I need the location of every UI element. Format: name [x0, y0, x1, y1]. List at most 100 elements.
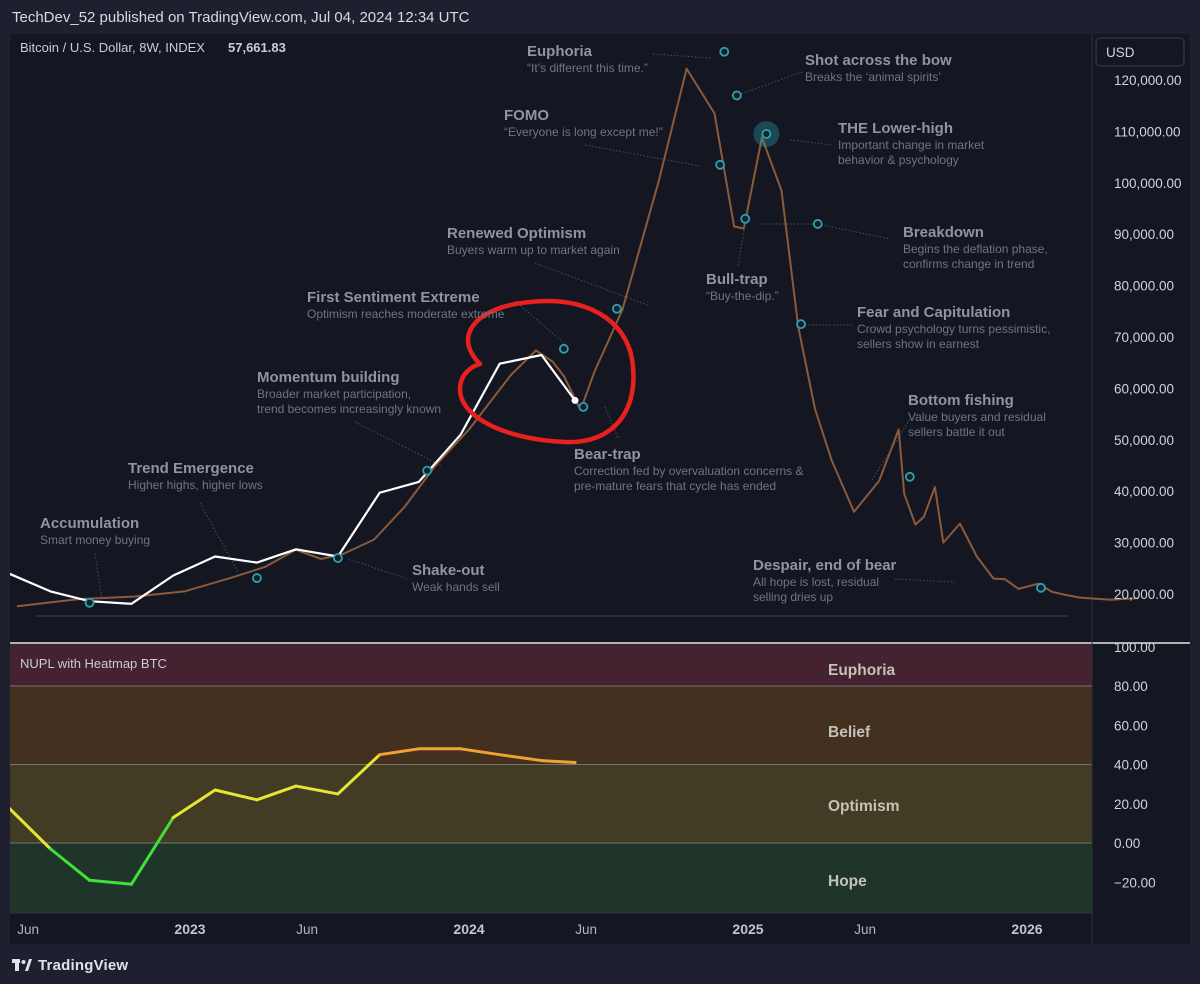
nupl-title: NUPL with Heatmap BTC: [20, 656, 167, 671]
cycle-marker[interactable]: [812, 219, 823, 229]
zone-hope: [10, 843, 1092, 913]
price-tick-label: 120,000.00: [1114, 73, 1182, 88]
nupl-segment[interactable]: [540, 759, 577, 765]
cycle-marker[interactable]: [578, 402, 589, 412]
nupl-segment[interactable]: [171, 788, 217, 819]
cycle-marker[interactable]: [740, 213, 751, 224]
footer: TradingView: [12, 955, 128, 975]
time-tick-label: Jun: [17, 922, 39, 937]
price-tick-label: 100,000.00: [1114, 176, 1182, 191]
footer-brand: TradingView: [38, 956, 129, 974]
nupl-segment[interactable]: [10, 806, 52, 851]
annotation-subtitle: All hope is lost, residual: [753, 575, 879, 589]
cycle-marker[interactable]: [715, 159, 725, 170]
cycle-marker[interactable]: [84, 597, 95, 608]
nupl-segment[interactable]: [294, 784, 340, 796]
cycle-marker[interactable]: [1036, 582, 1046, 593]
annotation-subtitle: Begins the deflation phase,: [903, 242, 1048, 256]
annotation-title: Breakdown: [903, 224, 984, 241]
currency-button[interactable]: [1095, 37, 1185, 67]
annotation-title: THE Lower-high: [838, 120, 953, 137]
annotation-title: Shot across the bow: [805, 52, 952, 69]
time-tick-label: Jun: [854, 922, 876, 937]
price-tick-label: 60,000.00: [1114, 381, 1174, 396]
nupl-tick-label: −20.00: [1114, 875, 1156, 890]
highlight-circle: [457, 298, 636, 445]
cycle-marker[interactable]: [332, 553, 343, 563]
annotation-leader: [894, 578, 956, 583]
price-tick-label: 20,000.00: [1114, 587, 1174, 602]
cycle-marker[interactable]: [252, 573, 262, 583]
last-price-value: 57,661.83: [228, 40, 286, 55]
tradingview-logo-icon: [12, 959, 32, 971]
nupl-axis: 100.00 80.00 60.00 40.00 20.00 0.00 −20.00: [1114, 640, 1156, 891]
annotation-subtitle: trend becomes increasingly known: [257, 402, 441, 416]
annotation-subtitle: Smart money buying: [40, 533, 150, 547]
annotation-leader: [347, 558, 409, 580]
annotation-leader: [762, 223, 891, 240]
annotation-title: Bottom fishing: [908, 392, 1014, 409]
cycle-marker[interactable]: [719, 46, 730, 57]
nupl-segment[interactable]: [255, 784, 298, 802]
annotation-subtitle: Broader market participation,: [257, 387, 411, 401]
nupl-segment[interactable]: [378, 747, 421, 757]
nupl-tick-label: 20.00: [1114, 797, 1148, 812]
annotation-leader: [652, 53, 711, 59]
zone-belief: [10, 686, 1092, 765]
nupl-segment[interactable]: [49, 847, 92, 882]
annotation-title: Renewed Optimism: [447, 225, 586, 242]
annotation-title: Fear and Capitulation: [857, 304, 1010, 321]
zone-label-hope: Hope: [828, 873, 867, 890]
annotation-leader: [534, 262, 651, 307]
nupl-tick-label: 0.00: [1114, 836, 1140, 851]
price-last-dot: [571, 396, 579, 404]
annotation-title: Despair, end of bear: [753, 557, 897, 574]
annotation-subtitle: Crowd psychology turns pessimistic,: [857, 322, 1050, 336]
nupl-zones: Euphoria Belief Optimism Hope: [10, 644, 1092, 913]
chart-frame: Euphoria Belief Optimism Hope Euphoria “It’s…: [10, 34, 1190, 944]
cycle-marker[interactable]: [731, 90, 742, 101]
annotation-subtitle: sellers show in earnest: [857, 337, 980, 351]
time-axis: Jun 2023 Jun 2024 Jun 2025 Jun 2026: [17, 921, 1042, 937]
annotation-leader: [737, 229, 745, 267]
cycle-marker[interactable]: [761, 129, 772, 139]
nupl-segment[interactable]: [459, 747, 502, 757]
annotation-subtitle: Buyers warm up to market again: [447, 243, 620, 257]
symbol-title: Bitcoin / U.S. Dollar, 8W, INDEX: [20, 40, 205, 55]
time-tick-label: 2025: [732, 921, 763, 937]
annotation-subtitle: “Buy-the-dip.”: [706, 289, 779, 303]
nupl-segment[interactable]: [498, 753, 544, 763]
nupl-tick-label: 40.00: [1114, 758, 1148, 773]
annotation-title: Euphoria: [527, 43, 593, 60]
cycle-marker[interactable]: [796, 319, 806, 330]
nupl-segment[interactable]: [88, 878, 133, 886]
annotation-title: Shake-out: [412, 562, 485, 579]
nupl-tick-label: 80.00: [1114, 679, 1148, 694]
price-line[interactable]: [10, 353, 576, 605]
annotation-subtitle: Breaks the ‘animal spirits’: [805, 70, 941, 84]
publish-header: TechDev_52 published on TradingView.com,…: [0, 0, 1200, 34]
nupl-segment[interactable]: [129, 815, 175, 886]
annotation-title: Momentum building: [257, 369, 399, 386]
annotation-leader: [734, 71, 803, 97]
price-tick-label: 40,000.00: [1114, 484, 1174, 499]
time-tick-label: 2024: [453, 921, 484, 937]
time-tick-label: 2023: [174, 921, 205, 937]
cycle-marker[interactable]: [422, 465, 433, 476]
red-circle-annotation: [457, 298, 636, 445]
cycle-marker[interactable]: [904, 471, 915, 482]
nupl-segment[interactable]: [336, 753, 382, 796]
legend: Bitcoin / U.S. Dollar, 8W, INDEX 57,661.8…: [20, 40, 286, 671]
cycle-marker[interactable]: [558, 343, 569, 354]
annotation-subtitle: Weak hands sell: [412, 580, 500, 594]
annotation-leader: [94, 553, 103, 600]
currency-label: USD: [1106, 45, 1135, 60]
annotation-subtitle: confirms change in trend: [903, 257, 1034, 271]
annotation-leader: [199, 502, 239, 573]
annotation-subtitle: pre-mature fears that cycle has ended: [574, 479, 776, 493]
cycle-marker[interactable]: [611, 303, 622, 314]
zone-label-euphoria: Euphoria: [828, 662, 896, 679]
nupl-segment[interactable]: [213, 788, 259, 802]
time-tick-label: 2026: [1011, 921, 1042, 937]
